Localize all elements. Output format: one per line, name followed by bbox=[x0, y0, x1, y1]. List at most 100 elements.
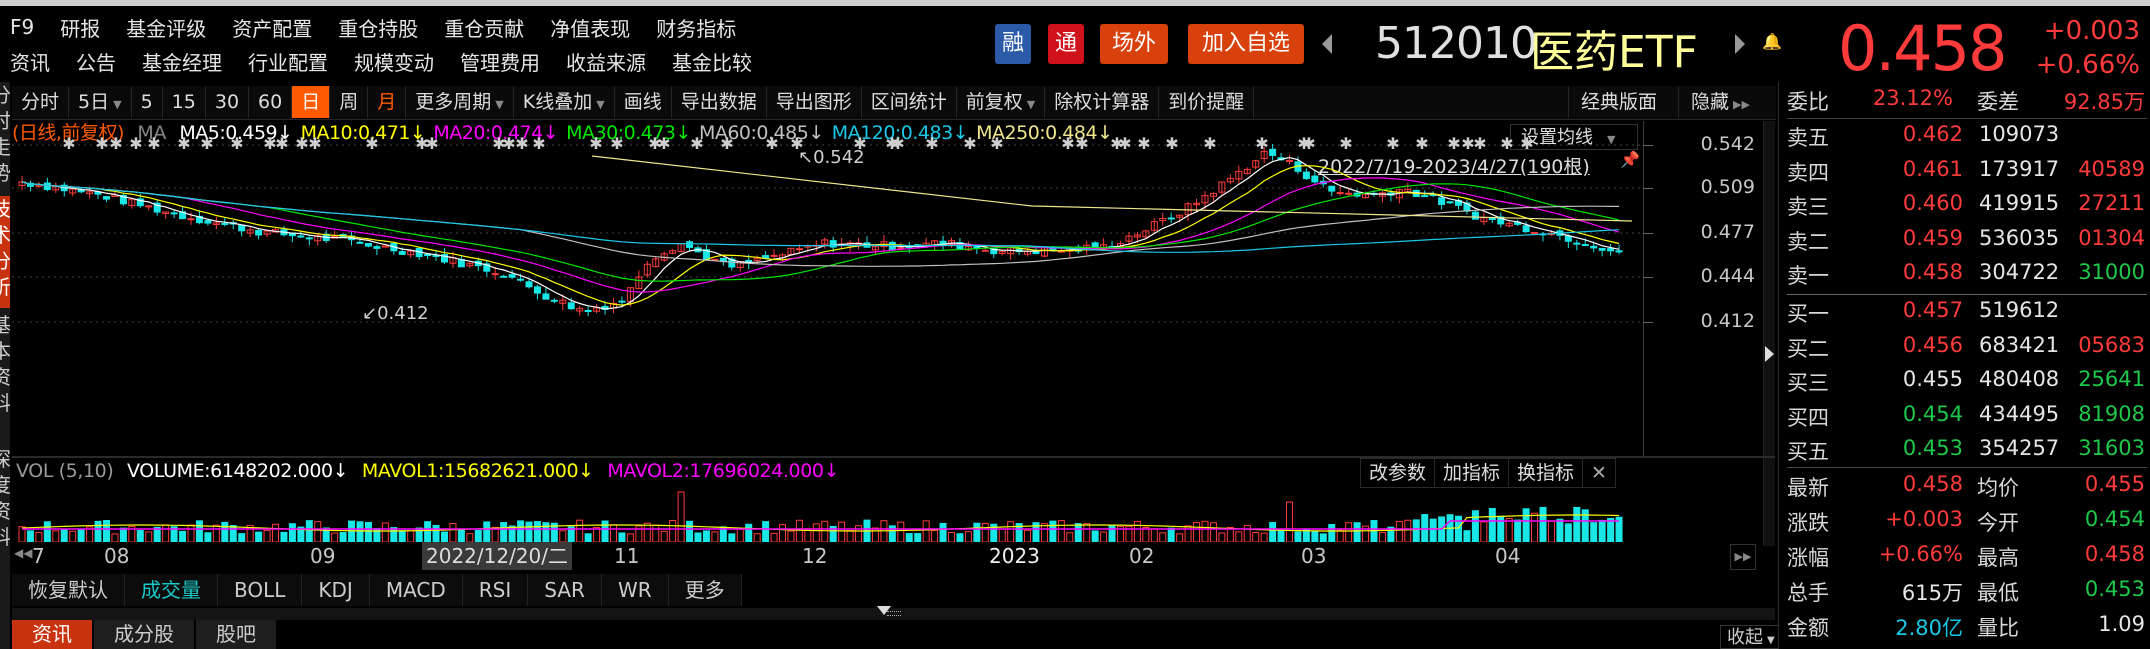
toolbar-item[interactable]: 周 bbox=[330, 86, 369, 118]
fund-nav-item[interactable]: 财务指标 bbox=[656, 16, 737, 41]
fund-nav-item[interactable]: 规模变动 bbox=[354, 50, 434, 75]
toolbar-item[interactable]: 区间统计 bbox=[862, 86, 957, 118]
level-price[interactable]: 0.459 bbox=[1902, 225, 1963, 250]
date-range[interactable]: 2022/7/19-2023/4/27(190根) bbox=[1318, 156, 1590, 178]
switch-indicator-button[interactable]: 换指标 bbox=[1509, 459, 1584, 487]
scroll-left-icon[interactable]: ◀◀ bbox=[14, 546, 33, 560]
svg-text:✱: ✱ bbox=[263, 134, 276, 153]
set-ma-dropdown[interactable]: 设置均线 ▼ bbox=[1510, 124, 1638, 150]
volume-chart[interactable] bbox=[12, 488, 1642, 542]
indicator-tab[interactable]: WR bbox=[602, 574, 669, 606]
indicator-tab[interactable]: BOLL bbox=[218, 574, 303, 606]
bell-icon[interactable]: 🔔 bbox=[1762, 32, 1782, 51]
level-volume: 434495 bbox=[1979, 401, 2060, 426]
level-price[interactable]: 0.462 bbox=[1902, 122, 1963, 146]
toolbar-item[interactable]: 60 bbox=[249, 86, 293, 118]
toolbar-item[interactable]: 前复权 ▼ bbox=[957, 86, 1046, 118]
toolbar-item[interactable]: 月 bbox=[368, 86, 407, 118]
collapse-button[interactable]: 收起 ▼ bbox=[1720, 625, 1782, 649]
indicator-tab[interactable]: RSI bbox=[463, 574, 529, 606]
dropdown-arrow-icon: ▼ bbox=[495, 98, 504, 111]
toolbar-item[interactable]: 除权计算器 bbox=[1045, 86, 1160, 118]
scroll-right-icon[interactable]: ▶▶ bbox=[1730, 544, 1756, 570]
vtab-intraday[interactable]: 分时走势 bbox=[0, 82, 10, 194]
vtab-deep-info[interactable]: 深度资料 bbox=[0, 446, 10, 576]
fund-nav-item[interactable]: 基金评级 bbox=[126, 16, 207, 41]
down-arrow-icon[interactable] bbox=[877, 606, 891, 615]
fund-nav-item[interactable]: 收益来源 bbox=[566, 50, 646, 75]
level-label: 买四 bbox=[1787, 405, 1829, 430]
toolbar-item[interactable]: 更多周期 ▼ bbox=[406, 86, 514, 118]
add-indicator-button[interactable]: 加指标 bbox=[1435, 459, 1510, 487]
level-price[interactable]: 0.456 bbox=[1902, 332, 1963, 357]
connect-badge[interactable]: 通 bbox=[1048, 24, 1084, 64]
bottom-tab[interactable]: 资讯 bbox=[12, 620, 92, 649]
level-price[interactable]: 0.457 bbox=[1902, 298, 1963, 322]
toolbar-item[interactable]: 导出图形 bbox=[767, 86, 862, 118]
fund-nav-item[interactable]: 重仓持股 bbox=[338, 16, 419, 41]
toolbar-item[interactable]: K线叠加 ▼ bbox=[514, 86, 615, 118]
hide-button[interactable]: 隐藏 ▶▶ bbox=[1678, 86, 1762, 118]
edit-params-button[interactable]: 改参数 bbox=[1361, 459, 1436, 487]
fund-nav-item[interactable]: 基金经理 bbox=[142, 50, 222, 75]
classic-layout-button[interactable]: 经典版面 bbox=[1568, 86, 1669, 118]
dropdown-arrow-icon: ▼ bbox=[596, 98, 605, 111]
vtab-basic-info[interactable]: 基本资料 bbox=[0, 312, 10, 442]
next-security-icon[interactable] bbox=[1735, 34, 1745, 54]
pin-icon[interactable]: 📌 bbox=[1620, 150, 1640, 169]
level-price[interactable]: 0.454 bbox=[1902, 401, 1963, 426]
toolbar-item[interactable]: 画线 bbox=[615, 86, 672, 118]
level-price[interactable]: 0.461 bbox=[1902, 156, 1963, 181]
right-scrollbar[interactable] bbox=[1763, 121, 1775, 546]
toolbar-item[interactable]: 30 bbox=[206, 86, 250, 118]
prev-security-icon[interactable] bbox=[1322, 34, 1332, 54]
close-icon[interactable]: ✕ bbox=[1591, 462, 1607, 484]
fund-nav-item[interactable]: 资讯 bbox=[10, 50, 50, 75]
toolbar-item[interactable]: 导出数据 bbox=[672, 86, 767, 118]
level-delta: 40589 bbox=[2078, 156, 2145, 181]
svg-text:✱: ✱ bbox=[1061, 134, 1074, 153]
fund-nav-item[interactable]: 基金比较 bbox=[672, 50, 752, 75]
toolbar-item[interactable]: 5 bbox=[132, 86, 163, 118]
fund-nav-item[interactable]: 资产配置 bbox=[232, 16, 313, 41]
fund-nav-item[interactable]: 公告 bbox=[76, 50, 116, 75]
add-watchlist-button[interactable]: 加入自选 bbox=[1188, 24, 1304, 64]
fund-nav-item[interactable]: 管理费用 bbox=[460, 50, 540, 75]
splitter-handle[interactable] bbox=[12, 606, 1775, 620]
toolbar-item[interactable]: 分时 bbox=[12, 86, 70, 118]
toolbar-item[interactable]: 5日 ▼ bbox=[69, 86, 132, 118]
svg-text:✱: ✱ bbox=[963, 134, 976, 153]
level-volume: 173917 bbox=[1979, 156, 2060, 181]
level-price[interactable]: 0.460 bbox=[1902, 191, 1963, 215]
orderbook-row: 卖二 0.459 536035 01304 bbox=[1779, 226, 2150, 260]
indicator-tab[interactable]: 更多 bbox=[669, 574, 742, 606]
ma-value: MA20:0.474↓ bbox=[433, 122, 559, 144]
level-price[interactable]: 0.453 bbox=[1902, 436, 1963, 460]
fund-nav-item[interactable]: 重仓贡献 bbox=[444, 16, 525, 41]
bottom-tab[interactable]: 成分股 bbox=[94, 620, 194, 649]
svg-text:✱: ✱ bbox=[885, 134, 898, 153]
fund-nav-item[interactable]: 净值表现 bbox=[550, 16, 631, 41]
fund-nav-item[interactable]: 研报 bbox=[60, 16, 101, 41]
indicator-tab[interactable]: MACD bbox=[370, 574, 463, 606]
fund-nav-item[interactable]: 行业配置 bbox=[248, 50, 328, 75]
toolbar-item[interactable]: 15 bbox=[163, 86, 206, 118]
level-price[interactable]: 0.455 bbox=[1902, 367, 1963, 391]
panel-divider[interactable] bbox=[12, 456, 1775, 458]
toolbar-item[interactable]: 到价提醒 bbox=[1159, 86, 1255, 118]
candlestick-chart[interactable]: ✱ ✱ ✱ ✱ ✱ ✱ ✱ ✱ ✱✱ ✱ ✱ ✱ ✱✱ ✱✱ ✱ ✱ ✱ ✱ ✱✱ ✱ ✱ ✱ ✱ ✱ ✱✱ ✱ ✱ ✱ ✱ ✱ ✱✱ ✱ ✱ ✱… bbox=[12, 121, 1642, 456]
margin-badge[interactable]: 融 bbox=[995, 24, 1031, 64]
bottom-tab[interactable]: 股吧 bbox=[196, 620, 276, 649]
indicator-tab[interactable]: SAR bbox=[528, 574, 602, 606]
indicator-tab[interactable]: 成交量 bbox=[125, 574, 218, 606]
indicator-tab[interactable]: KDJ bbox=[302, 574, 370, 606]
expand-arrow-icon[interactable] bbox=[1765, 346, 1774, 362]
level-price[interactable]: 0.458 bbox=[1902, 260, 1963, 284]
vtab-technical[interactable]: 技术分析 bbox=[0, 196, 10, 308]
fund-nav-item[interactable]: F9 bbox=[10, 15, 35, 39]
indicator-tab[interactable]: 恢复默认 bbox=[12, 574, 125, 606]
orderbook-row: 买三 0.455 480408 25641 bbox=[1779, 367, 2150, 401]
stat-value: 0.455 bbox=[2084, 472, 2145, 496]
toolbar-item[interactable]: 日 bbox=[292, 86, 331, 118]
otc-button[interactable]: 场外 bbox=[1100, 24, 1168, 64]
